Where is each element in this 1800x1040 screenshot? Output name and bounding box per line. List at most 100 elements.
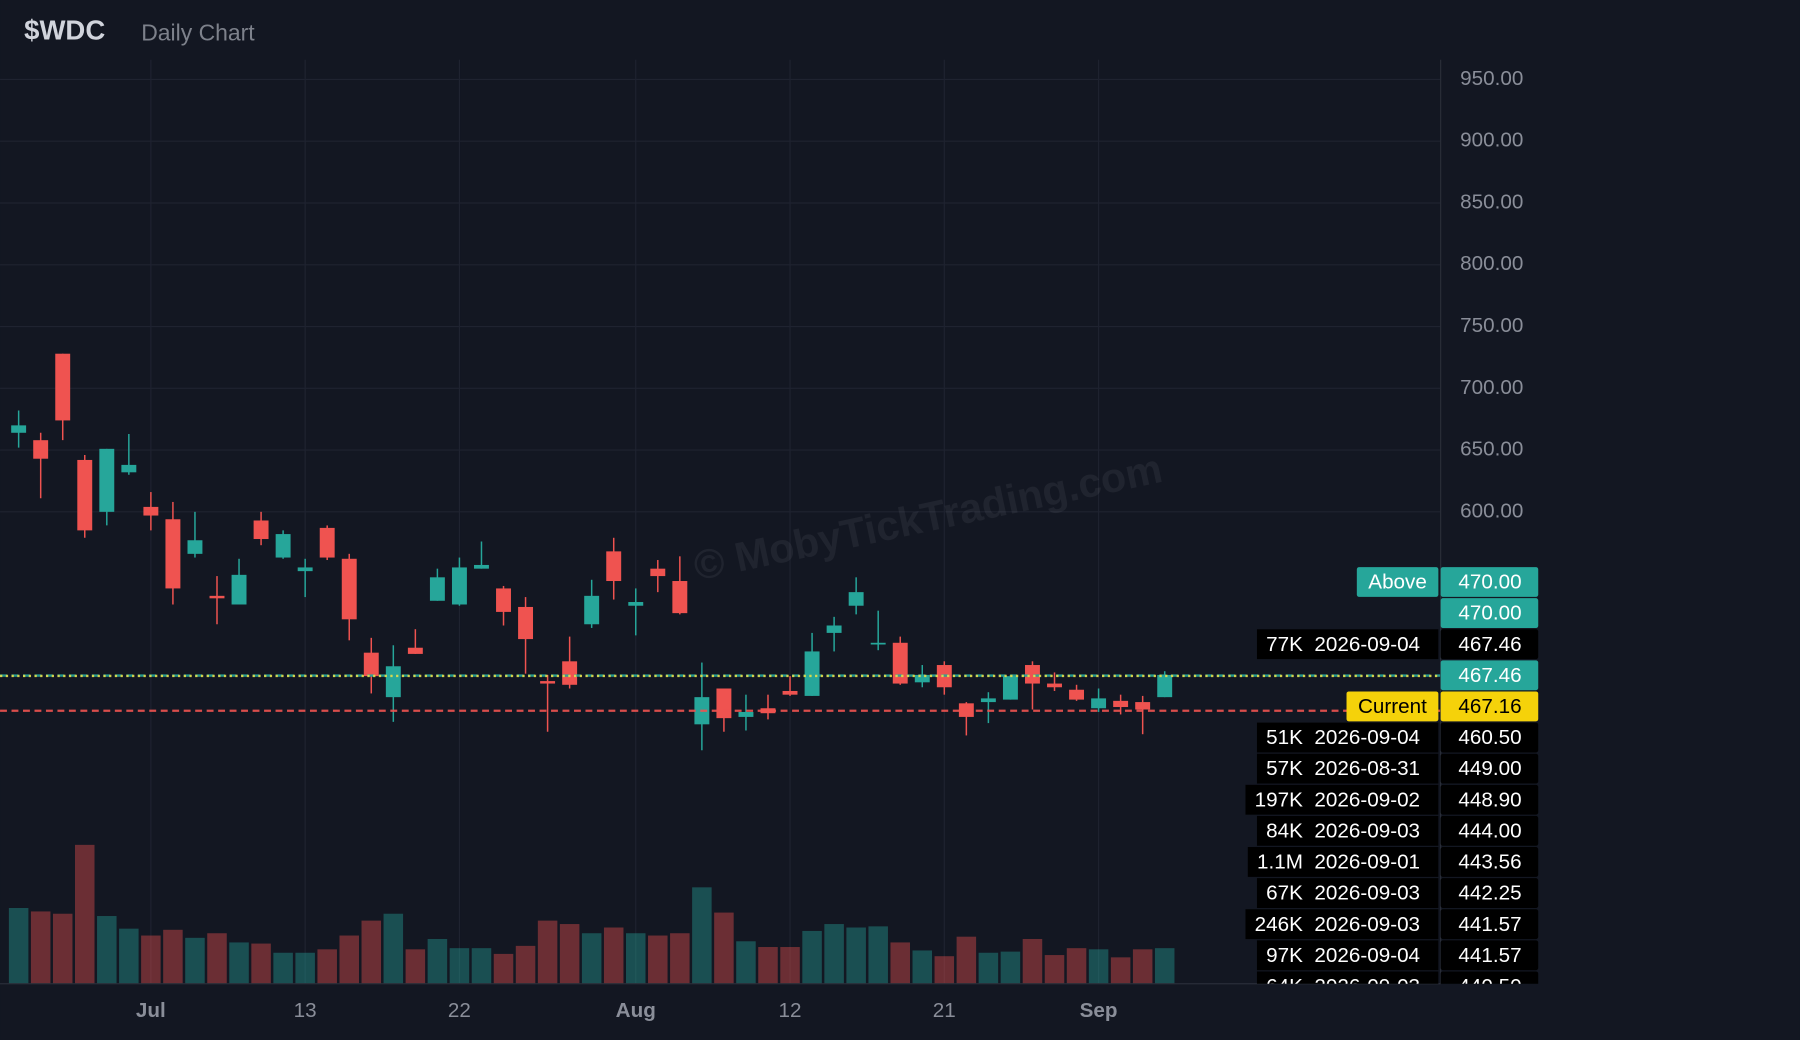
candle-body <box>99 448 115 512</box>
candle-body <box>1113 700 1129 708</box>
volume-bar <box>207 933 227 984</box>
date-text: 2026-09-01 <box>1314 851 1420 874</box>
candle-body <box>650 568 666 577</box>
date-text: 2026-09-04 <box>1314 944 1420 967</box>
volume-bar <box>758 947 778 984</box>
info-badge <box>1256 753 1439 784</box>
volume-bar <box>515 945 536 984</box>
candle-body <box>341 558 357 620</box>
candle-body <box>297 567 313 572</box>
price-badge <box>1440 567 1539 597</box>
volume-bar <box>956 936 977 984</box>
volume-bar <box>427 938 448 984</box>
price-badge-text: 467.46 <box>1458 633 1521 656</box>
info-badge <box>1245 784 1439 815</box>
volume-text: 67K <box>1266 882 1303 905</box>
price-badge <box>1440 598 1539 629</box>
volume-bar <box>1066 948 1087 984</box>
volume-text: 197K <box>1255 788 1303 811</box>
date-text: 2026-08-31 <box>1314 757 1420 780</box>
volume-bar <box>141 935 161 984</box>
volume-bar <box>890 942 910 984</box>
axis-layer: 950.00 900.00 850.00 800.00 750.00 700.00 650.… <box>136 67 1523 1022</box>
candle-body <box>804 651 820 696</box>
date-text: 2026-09-04 <box>1314 633 1420 656</box>
candle-body <box>1069 689 1085 700</box>
volume-layer <box>8 844 1175 984</box>
volume-bar <box>978 952 999 984</box>
price-badge <box>1440 691 1539 722</box>
date-text: 2026-09-03 <box>1314 882 1420 905</box>
price-badge <box>1440 878 1539 908</box>
tag-badge <box>1346 691 1439 722</box>
candle-body <box>253 520 269 540</box>
volume-text: 77K <box>1266 633 1303 656</box>
candle-body <box>782 690 798 695</box>
volume-bar <box>361 920 382 984</box>
candle-body <box>187 540 203 554</box>
candle-body <box>628 602 644 606</box>
candle-body <box>870 642 886 645</box>
price-badge-text: 467.46 <box>1458 664 1521 687</box>
x-tick-label: 12 <box>779 999 802 1022</box>
candle-body <box>914 674 930 683</box>
y-tick-label: 900.00 <box>1460 129 1523 152</box>
price-badge <box>1440 753 1539 784</box>
volume-bar <box>581 933 602 984</box>
candle-body <box>121 464 137 473</box>
price-badge <box>1440 971 1539 984</box>
candle-body <box>165 519 181 589</box>
volume-text: 97K <box>1266 944 1303 967</box>
volume-text: 1.1M <box>1257 851 1303 874</box>
volume-bar <box>1110 957 1131 984</box>
price-badge-text: 444.00 <box>1458 819 1521 842</box>
x-tick-label: Sep <box>1080 999 1118 1022</box>
y-tick-label: 950.00 <box>1460 67 1523 90</box>
y-tick-label: 750.00 <box>1460 314 1523 337</box>
candle-body <box>738 711 754 717</box>
candle-body <box>231 574 247 605</box>
price-badge-text: 441.57 <box>1458 913 1521 936</box>
price-badge-text: 470.00 <box>1458 602 1521 625</box>
price-badge-text: 470.00 <box>1458 571 1521 594</box>
price-badge <box>1440 660 1539 691</box>
volume-text: 246K <box>1255 913 1303 936</box>
info-badge <box>1256 971 1439 984</box>
volume-text: 64K <box>1266 975 1303 998</box>
y-tick-label: 700.00 <box>1460 376 1523 399</box>
volume-bar <box>802 930 822 984</box>
volume-bar <box>8 907 29 984</box>
candle-body <box>760 708 776 714</box>
date-text: 2026-09-04 <box>1314 726 1420 749</box>
price-badge-text: 460.50 <box>1458 726 1521 749</box>
volume-bar <box>692 887 712 984</box>
volume-bar <box>339 935 359 984</box>
volume-bar <box>405 949 426 984</box>
date-text: 2026-09-02 <box>1314 788 1420 811</box>
volume-bar <box>471 948 492 984</box>
price-badge <box>1440 815 1539 846</box>
candle-body <box>606 551 622 582</box>
volume-text: 57K <box>1266 757 1303 780</box>
price-badge-text: 440.50 <box>1458 975 1521 998</box>
price-badge-text: 449.00 <box>1458 757 1521 780</box>
price-badge-text: 467.16 <box>1458 695 1521 718</box>
volume-bar <box>846 927 866 984</box>
volume-bar <box>30 911 51 984</box>
volume-bar <box>1022 938 1043 984</box>
volume-bar <box>603 927 624 984</box>
volume-bar <box>1000 951 1021 984</box>
volume-bar <box>648 935 668 984</box>
candle-body <box>1025 665 1040 684</box>
info-badge <box>1256 878 1439 908</box>
candle-body <box>1047 683 1062 688</box>
price-badge <box>1440 722 1539 753</box>
volume-bar <box>52 913 73 984</box>
info-badge <box>1256 629 1439 660</box>
volume-bar <box>625 933 646 984</box>
candle-body <box>319 527 335 558</box>
candle-body <box>672 581 688 614</box>
y-tick-label: 650.00 <box>1460 438 1523 461</box>
candle-body <box>55 353 71 421</box>
